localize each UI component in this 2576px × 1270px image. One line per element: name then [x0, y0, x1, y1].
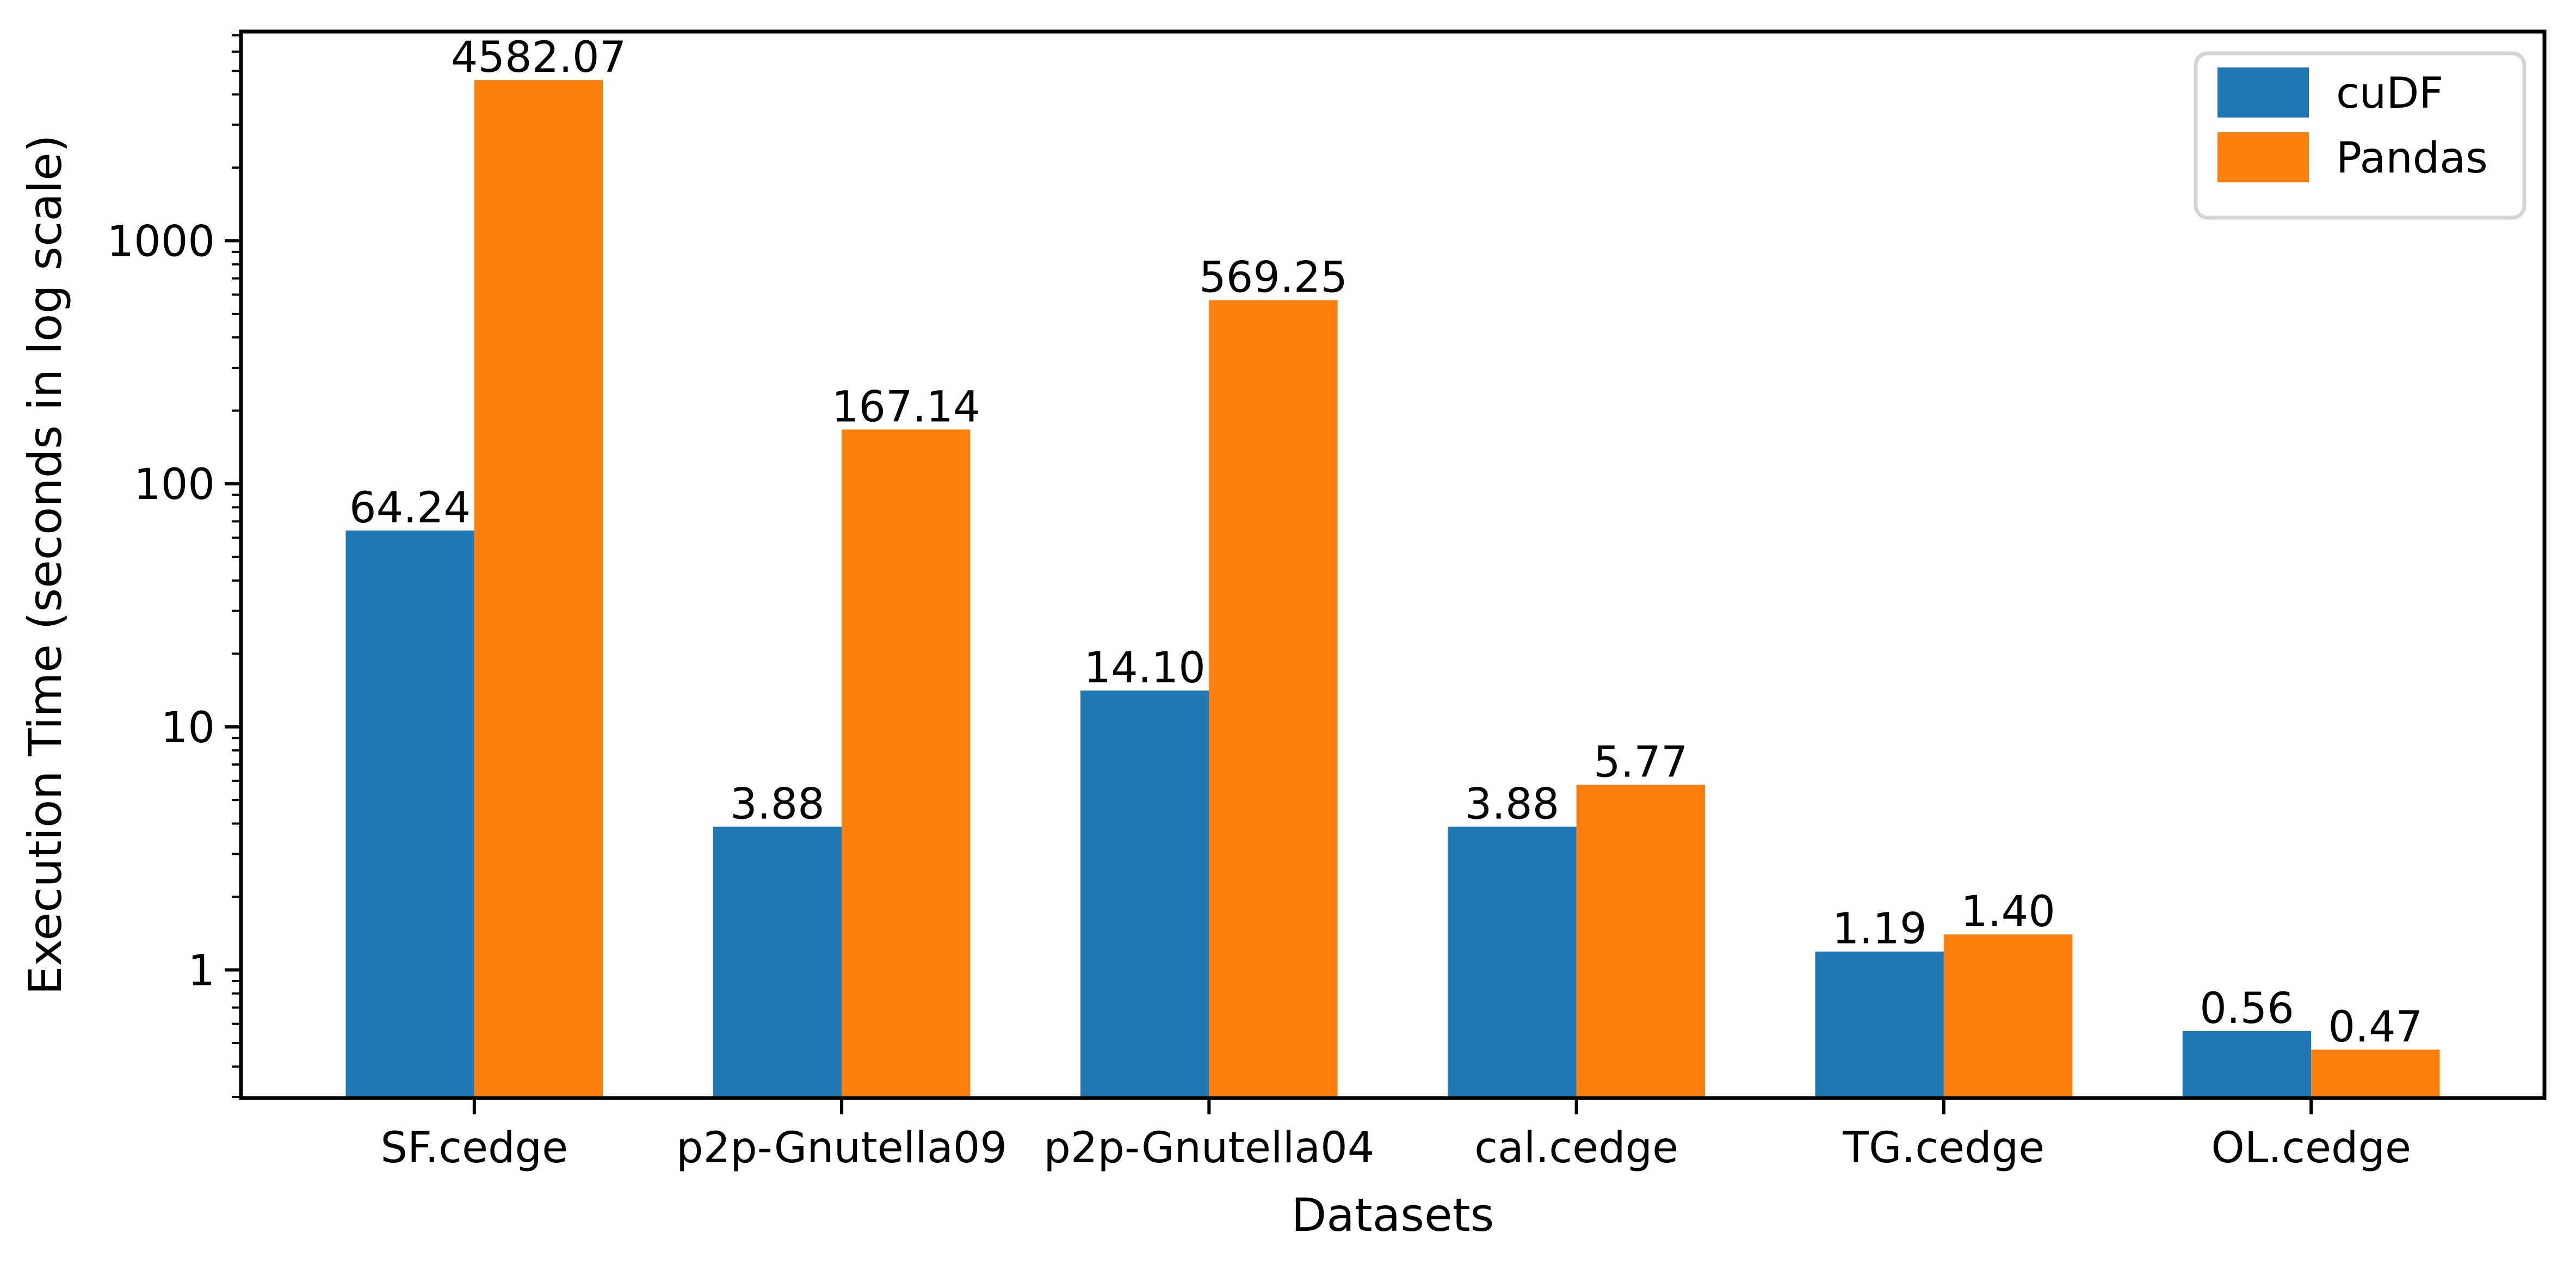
- bar-pandas-TG.cedge: [1943, 934, 2073, 1098]
- legend-label-pandas: Pandas: [2336, 134, 2488, 183]
- bar-cudf-OL.cedge: [2182, 1031, 2312, 1098]
- bar-value-label: 3.88: [1465, 780, 1560, 829]
- bar-cudf-p2p-Gnutella09: [713, 827, 842, 1098]
- plot-area-border: [239, 29, 2547, 1100]
- bar-value-label: 4582.07: [451, 33, 627, 82]
- bar-value-label: 1.19: [1832, 905, 1927, 954]
- bar-pandas-OL.cedge: [2311, 1049, 2440, 1098]
- x-tick-label: TG.cedge: [1843, 1124, 2045, 1173]
- x-tick-label: OL.cedge: [2211, 1124, 2411, 1173]
- y-tick-label: 10: [161, 704, 215, 753]
- bar-pandas-SF.cedge: [474, 80, 603, 1098]
- bar-value-label: 64.24: [349, 484, 471, 533]
- x-tick-label: SF.cedge: [381, 1124, 569, 1173]
- bar-value-label: 0.47: [2328, 1003, 2423, 1052]
- bar-value-label: 569.25: [1199, 254, 1348, 303]
- y-tick-label: 100: [134, 460, 215, 509]
- x-tick-label: p2p-Gnutella09: [676, 1124, 1007, 1173]
- bar-value-label: 1.40: [1961, 887, 2055, 936]
- x-tick-label: cal.cedge: [1474, 1124, 1678, 1173]
- bar-pandas-p2p-Gnutella04: [1209, 300, 1338, 1099]
- legend-swatch-cudf-icon: [2217, 67, 2309, 118]
- legend-label-cudf: cuDF: [2336, 69, 2443, 118]
- chart-dynamic-layer: 64.24 4582.07 SF.cedge 3.88 167.14 p2p-Gnutel…: [107, 29, 2547, 1173]
- bar-value-label: 14.10: [1084, 644, 1206, 693]
- bar-pandas-cal.cedge: [1576, 785, 1705, 1098]
- bar-value-label: 0.56: [2200, 984, 2294, 1033]
- y-axis-title: Execution Time (seconds in log scale): [18, 134, 72, 995]
- bar-cudf-cal.cedge: [1448, 827, 1577, 1098]
- bar-value-label: 3.88: [730, 780, 825, 829]
- y-tick-label: 1: [188, 946, 215, 995]
- bar-cudf-TG.cedge: [1815, 951, 1944, 1098]
- legend-swatch-pandas-icon: [2217, 132, 2309, 182]
- legend: cuDF Pandas: [2194, 51, 2526, 220]
- x-tick-label: p2p-Gnutella04: [1043, 1124, 1374, 1173]
- bar-cudf-SF.cedge: [345, 530, 474, 1098]
- bar-pandas-p2p-Gnutella09: [842, 429, 971, 1099]
- bar-value-label: 5.77: [1593, 738, 1688, 787]
- bar-value-label: 167.14: [832, 383, 980, 431]
- y-tick-label: 1000: [107, 217, 215, 266]
- x-axis-title: Datasets: [1292, 1188, 1494, 1242]
- bar-cudf-p2p-Gnutella04: [1080, 691, 1209, 1098]
